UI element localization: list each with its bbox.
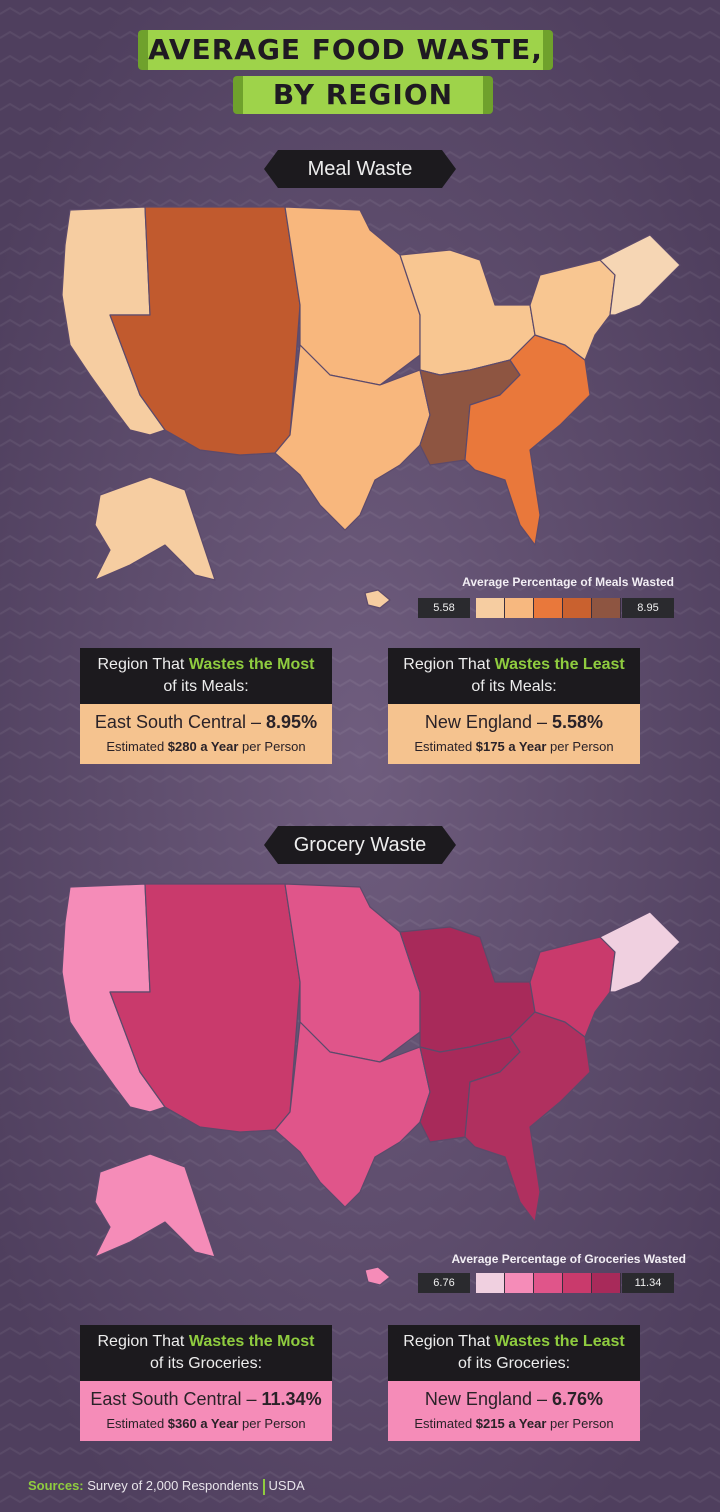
grocery-most-est-val: $360 a Year xyxy=(167,1416,239,1431)
meal-legend-swatch-2 xyxy=(505,598,534,618)
meal-legend-title: Average Percentage of Meals Wasted xyxy=(462,575,674,589)
grocery-least-est-post: per Person xyxy=(546,1416,614,1431)
grocery-least-est-pre: Estimated xyxy=(414,1416,476,1431)
meal-most-head-em: Wastes the Most xyxy=(188,656,315,673)
grocery-legend-swatch-3 xyxy=(534,1273,563,1293)
grocery-most-est-post: per Person xyxy=(238,1416,306,1431)
meal-waste-map xyxy=(61,206,681,609)
meal-legend-max: 8.95 xyxy=(622,598,674,618)
source-divider xyxy=(262,1478,265,1495)
meal-least-region: New England – xyxy=(424,712,553,732)
meal-least-est-pre: Estimated xyxy=(414,739,476,754)
region-middle-atlantic xyxy=(529,259,616,361)
meal-least-body: New England – 5.58% Estimated $175 a Yea… xyxy=(388,704,640,764)
grocery-least-body: New England – 6.76% Estimated $215 a Yea… xyxy=(388,1381,640,1441)
grocery-most-value: 11.34% xyxy=(261,1389,322,1409)
meal-legend-min: 5.58 xyxy=(418,598,470,618)
grocery-most-head-post: of its Groceries: xyxy=(149,1355,263,1372)
grocery-least-head-post: of its Groceries: xyxy=(457,1355,571,1372)
meal-most-value: 8.95% xyxy=(266,712,318,732)
grocery-least-region: New England – xyxy=(424,1389,553,1409)
grocery-most-header: Region That Wastes the Most of its Groce… xyxy=(80,1325,332,1381)
meal-legend-swatch-4 xyxy=(563,598,592,618)
title-line-2: BY REGION xyxy=(233,76,493,114)
meal-most-est-post: per Person xyxy=(238,739,306,754)
region-hawaii xyxy=(364,589,391,609)
region-alaska xyxy=(94,1153,216,1258)
meal-legend-swatch-3 xyxy=(534,598,563,618)
meal-section-header: Meal Waste xyxy=(264,150,456,188)
meal-most-head-pre: Region That xyxy=(97,656,189,673)
source-usda: USDA xyxy=(268,1478,305,1493)
grocery-most-head-em: Wastes the Most xyxy=(188,1333,315,1350)
grocery-most-region: East South Central – xyxy=(90,1389,262,1409)
meal-least-est-post: per Person xyxy=(546,739,614,754)
sources-label: Sources: xyxy=(28,1478,84,1493)
meal-most-header: Region That Wastes the Most of its Meals… xyxy=(80,648,332,704)
grocery-legend-swatch-1 xyxy=(476,1273,505,1293)
region-west-south-central xyxy=(274,1021,431,1208)
grocery-most-head-pre: Region That xyxy=(97,1333,189,1350)
region-west-south-central xyxy=(274,344,431,531)
grocery-section-header: Grocery Waste xyxy=(264,826,456,864)
grocery-legend-min: 6.76 xyxy=(418,1273,470,1293)
meal-least-head-post: of its Meals: xyxy=(471,678,557,695)
grocery-least-head-em: Wastes the Least xyxy=(494,1333,625,1350)
meal-least-head-em: Wastes the Least xyxy=(494,656,625,673)
grocery-least-header: Region That Wastes the Least of its Groc… xyxy=(388,1325,640,1381)
grocery-most-body: East South Central – 11.34% Estimated $3… xyxy=(80,1381,332,1441)
meal-most-region: East South Central – xyxy=(94,712,267,732)
grocery-least-value: 6.76% xyxy=(552,1389,604,1409)
meal-least-value: 5.58% xyxy=(552,712,604,732)
meal-legend-swatch-5 xyxy=(592,598,621,618)
region-middle-atlantic xyxy=(529,936,616,1038)
meal-least-head-pre: Region That xyxy=(403,656,495,673)
region-alaska xyxy=(94,476,216,581)
region-new-england xyxy=(599,911,681,993)
grocery-least-est-val: $215 a Year xyxy=(475,1416,547,1431)
grocery-legend-max: 11.34 xyxy=(622,1273,674,1293)
sources-footer: Sources: Survey of 2,000 Respondents USDA xyxy=(28,1478,305,1495)
meal-least-est-val: $175 a Year xyxy=(475,739,547,754)
grocery-least-head-pre: Region That xyxy=(403,1333,495,1350)
meal-legend-swatch-1 xyxy=(476,598,505,618)
grocery-legend-swatch-5 xyxy=(592,1273,621,1293)
meal-least-header: Region That Wastes the Least of its Meal… xyxy=(388,648,640,704)
source-survey: Survey of 2,000 Respondents xyxy=(87,1478,259,1493)
grocery-legend-swatch-2 xyxy=(505,1273,534,1293)
grocery-legend-title: Average Percentage of Groceries Wasted xyxy=(451,1252,686,1266)
grocery-legend-swatch-4 xyxy=(563,1273,592,1293)
grocery-most-est-pre: Estimated xyxy=(106,1416,168,1431)
region-new-england xyxy=(599,234,681,316)
meal-most-est-pre: Estimated xyxy=(106,739,168,754)
meal-most-head-post: of its Meals: xyxy=(163,678,249,695)
region-hawaii xyxy=(364,1266,391,1286)
meal-most-body: East South Central – 8.95% Estimated $28… xyxy=(80,704,332,764)
meal-most-est-val: $280 a Year xyxy=(167,739,239,754)
grocery-waste-map xyxy=(61,883,681,1286)
title-line-1: AVERAGE FOOD WASTE, xyxy=(138,30,553,70)
